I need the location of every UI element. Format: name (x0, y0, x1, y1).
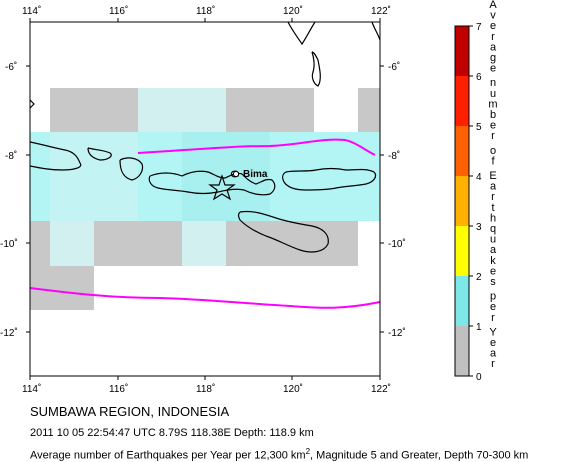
legend-title-letter: e (490, 337, 496, 349)
plate-boundary-south (29, 287, 381, 309)
legend-title-letter: t (491, 202, 494, 214)
legend-title-letter: r (491, 31, 495, 43)
legend-title-letter: v (490, 10, 496, 22)
legend-title-letter: e (490, 301, 496, 313)
legend-title-letter: b (490, 109, 496, 121)
lon-label-bottom: 118˚ (196, 383, 215, 395)
lon-label-bottom: 122˚ (371, 383, 391, 395)
legend-title-letter: o (490, 145, 496, 157)
epicenter-star-icon (208, 174, 236, 201)
legend-title-letter: e (490, 265, 496, 277)
legend-title-letter: h (490, 212, 496, 224)
legend-title-letter: f (491, 155, 495, 167)
lon-label-top: 116˚ (109, 5, 128, 17)
map-note: Average number of Earthquakes per Year p… (30, 447, 528, 462)
legend-colorbar (454, 25, 470, 377)
legend-title-letter: a (490, 348, 497, 360)
legend-title-letter: r (491, 358, 495, 370)
lon-label-top: 114˚ (22, 5, 41, 17)
legend-title-letter: e (490, 20, 496, 32)
city-label: Bima (243, 169, 268, 180)
legend-title-letter: E (489, 170, 496, 182)
legend-title-letter: a (490, 181, 497, 193)
lat-label-right: -10˚ (388, 238, 406, 250)
lon-label-bottom: 120˚ (283, 383, 303, 395)
legend-title-letter: Y (489, 326, 497, 338)
lon-label-top: 120˚ (283, 5, 303, 17)
seismicity-grid (30, 88, 380, 310)
legend-title-letter: p (490, 291, 496, 303)
legend-title-letter: s (490, 276, 496, 288)
legend-title-letter: u (490, 234, 496, 246)
map-note-suffix: , Magnitude 5 and Greater, Depth 70-300 … (310, 449, 529, 462)
legend-title-letter: q (490, 223, 496, 235)
legend-tick-label: 1 (476, 322, 482, 333)
legend-title-letter: g (490, 52, 496, 64)
lat-label-right: -8˚ (388, 150, 400, 162)
legend-title-letter: a (490, 41, 497, 53)
lat-label-right: -12˚ (388, 327, 406, 339)
legend-title-letter: r (491, 130, 495, 142)
legend-ticks (469, 25, 473, 377)
map-note-superscript: 2 (305, 447, 311, 456)
lon-label-top: 122˚ (371, 5, 391, 17)
lat-label-left: -8˚ (5, 150, 17, 162)
legend-tick-label: 7 (476, 22, 482, 33)
region-title: SUMBAWA REGION, INDONESIA (30, 404, 230, 419)
legend-title-letter: u (490, 88, 496, 100)
lat-label-right: -6˚ (388, 61, 400, 73)
lon-label-top: 118˚ (196, 5, 215, 17)
legend-title-letter: e (490, 63, 496, 75)
city-marker-icon (233, 171, 239, 177)
legend-title-letter: a (490, 244, 497, 256)
tick-marks (26, 18, 384, 380)
legend-title-letter: k (490, 255, 496, 267)
legend-title-letter: r (491, 312, 495, 324)
map-note-prefix: Average number of Earthquakes per Year p… (30, 449, 306, 462)
legend-tick-label: 3 (476, 222, 482, 233)
plate-boundary-north (137, 138, 376, 156)
legend-title-letter: r (491, 191, 495, 203)
lat-label-left: -10˚ (0, 238, 18, 250)
legend-tick-label: 6 (476, 72, 482, 83)
legend-title-letter: e (490, 120, 496, 132)
legend-tick-label: 2 (476, 272, 482, 283)
lat-label-left: -12˚ (0, 327, 18, 339)
legend-tick-label: 5 (476, 122, 482, 133)
legend-title-letter: m (488, 98, 497, 110)
lon-label-bottom: 116˚ (109, 383, 128, 395)
event-info: 2011 10 05 22:54:47 UTC 8.79S 118.38E De… (30, 427, 314, 439)
legend-tick-label: 0 (476, 372, 482, 383)
legend-title-letter: A (489, 0, 497, 11)
lon-label-bottom: 114˚ (22, 383, 41, 395)
legend-title-letter: n (490, 77, 496, 89)
lat-label-left: -6˚ (5, 61, 17, 73)
coastlines (29, 21, 381, 253)
legend-tick-label: 4 (476, 172, 482, 183)
